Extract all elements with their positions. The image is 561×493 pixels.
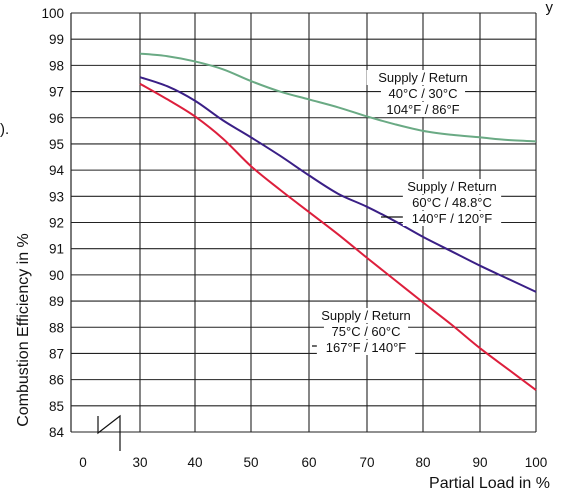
annotation-line: 104°F / 86°F [386, 102, 459, 117]
y-tick-label: 91 [49, 242, 64, 257]
x-tick-label: 0 [79, 455, 87, 470]
x-tick-label: 100 [525, 455, 548, 470]
y-tick-label: 96 [49, 111, 64, 126]
y-tick-label: 85 [49, 399, 64, 414]
tick-labels: 84 85 86 87 88 89 90 91 92 93 94 95 96 97 98 99 100 0 30 40… [41, 6, 547, 470]
y-tick-label: 100 [41, 6, 64, 21]
y-tick-label: 92 [49, 216, 64, 231]
axis-break-marker [97, 414, 121, 451]
y-tick-label: 89 [49, 294, 64, 309]
x-tick-label: 60 [301, 455, 316, 470]
annotation-bg [309, 308, 423, 323]
annotation-line: Supply / Return [407, 179, 497, 194]
y-tick-label: 84 [49, 425, 65, 440]
edge-fragment-left: ). [0, 121, 9, 138]
y-tick-label: 90 [49, 268, 64, 283]
annotation-line: 167°F / 140°F [326, 340, 407, 355]
y-tick-label: 88 [49, 320, 64, 335]
annotation-bg [377, 102, 469, 117]
x-tick-label: 50 [243, 455, 258, 470]
series-layer [139, 52, 537, 391]
x-tick-label: 30 [132, 455, 147, 470]
annotation-line: 60°C / 48.8°C [412, 195, 492, 210]
y-tick-label: 94 [49, 163, 65, 178]
y-tick-label: 93 [49, 189, 64, 204]
y-tick-label: 87 [49, 346, 64, 361]
annotation-line: Supply / Return [321, 308, 411, 323]
annotation-bg [366, 70, 480, 85]
annotation-bg [402, 195, 502, 210]
annotation-bg [402, 211, 502, 226]
x-axis-label: Partial Load in % [429, 475, 550, 492]
annotation-bg [380, 86, 466, 101]
y-tick-label: 95 [49, 137, 64, 152]
annotation-bg [395, 179, 509, 194]
y-tick-label: 86 [49, 373, 64, 388]
y-tick-label: 97 [49, 85, 64, 100]
annotation-line: 40°C / 30°C [389, 86, 458, 101]
series-line-0 [139, 52, 537, 143]
annotation-line: 140°F / 120°F [412, 211, 493, 226]
x-tick-label: 90 [472, 455, 487, 470]
annotation-bg [316, 340, 416, 355]
edge-fragment-top: y [546, 0, 554, 16]
x-tick-label: 40 [187, 455, 202, 470]
annotation-line: 75°C / 60°C [332, 324, 401, 339]
y-tick-label: 99 [49, 32, 64, 47]
series-line-2 [139, 82, 537, 391]
y-tick-label: 98 [49, 58, 64, 73]
annotation-bg [323, 324, 409, 339]
series-line-1 [139, 76, 537, 293]
y-axis-label: Combustion Efficiency in % [15, 233, 32, 427]
annotation-line: Supply / Return [378, 70, 468, 85]
axis-break-zigzag [97, 414, 121, 451]
x-tick-label: 80 [415, 455, 430, 470]
x-tick-label: 70 [359, 455, 374, 470]
